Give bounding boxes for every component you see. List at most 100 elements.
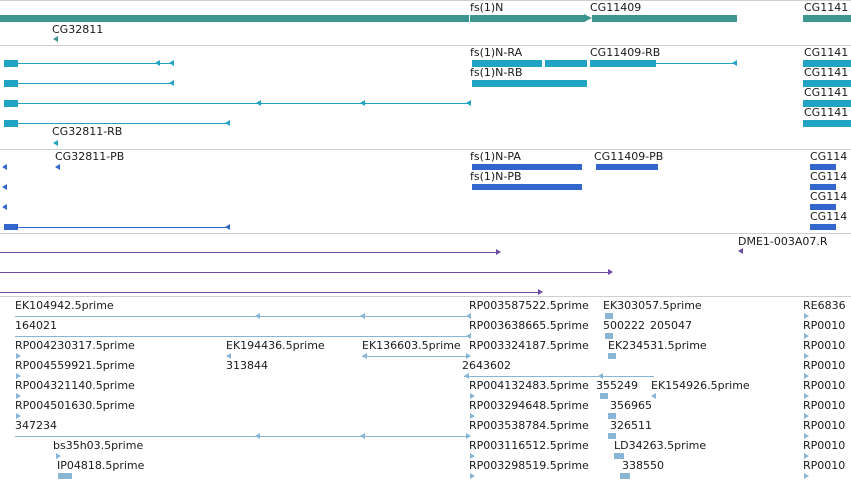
strand-arrow-icon <box>804 353 809 359</box>
strand-arrow-icon <box>804 433 809 439</box>
strand-arrow-icon <box>169 60 174 66</box>
est-alignment[interactable] <box>15 436 470 437</box>
exon <box>810 164 836 170</box>
strand-arrow-icon <box>804 333 809 339</box>
track-separator <box>0 0 851 1</box>
est-label: 313844 <box>226 359 268 372</box>
strand-arrow-icon <box>464 373 469 379</box>
est-label: RP0010 <box>803 319 846 332</box>
strand-arrow-icon <box>226 353 231 359</box>
strand-arrow-icon <box>360 313 365 319</box>
est-label: 326511 <box>610 419 652 432</box>
strand-arrow-icon <box>804 373 809 379</box>
strand-arrow-icon <box>584 14 592 22</box>
transcript-fs1n-rb[interactable] <box>472 80 587 87</box>
strand-arrow-icon <box>256 100 261 106</box>
strand-arrow-icon <box>466 100 471 106</box>
strand-arrow-icon <box>225 224 230 230</box>
strand-arrow-icon <box>169 80 174 86</box>
est-label: RP004230317.5prime <box>15 339 135 352</box>
est-label: EK136603.5prime <box>362 339 461 352</box>
strand-arrow-icon <box>804 453 809 459</box>
est-label: RP003638665.5prime <box>469 319 589 332</box>
strand-arrow-icon <box>56 453 61 459</box>
strand-arrow-icon <box>804 413 809 419</box>
est-block[interactable] <box>600 393 608 399</box>
est-alignment[interactable] <box>464 376 654 377</box>
cds-label: fs(1)N-PB <box>470 170 522 183</box>
est-block[interactable] <box>620 473 630 479</box>
est-track: EK104942.5prime RP003587522.5prime EK303… <box>0 296 851 481</box>
alignment-line[interactable] <box>0 252 496 253</box>
strand-arrow-icon <box>225 120 230 126</box>
mrna-label: CG32811-RB <box>52 125 123 138</box>
est-label: RP0010 <box>803 339 846 352</box>
mapping-label: DME1-003A07.R <box>738 235 828 248</box>
est-label: RP004321140.5prime <box>15 379 135 392</box>
strand-arrow-icon <box>362 353 367 359</box>
alignment-line[interactable] <box>0 272 608 273</box>
alignment-line[interactable] <box>0 292 538 293</box>
cds-fs1n-pb[interactable] <box>472 184 582 190</box>
est-label: 356965 <box>610 399 652 412</box>
strand-arrow-icon <box>255 313 260 319</box>
est-alignment[interactable] <box>15 336 470 337</box>
est-label: IP04818.5prime <box>57 459 145 472</box>
gene-feature-fs1n[interactable] <box>470 15 585 22</box>
est-block[interactable] <box>608 413 616 419</box>
mrna-label: CG1141 <box>804 66 849 79</box>
est-label: RP0010 <box>803 419 846 432</box>
intron-line <box>18 123 230 124</box>
cds-fs1n-pa[interactable] <box>472 164 582 170</box>
est-label: EK104942.5prime <box>15 299 114 312</box>
mrna-label: CG1141 <box>804 46 849 59</box>
est-block[interactable] <box>608 433 616 439</box>
intron-line <box>656 63 736 64</box>
est-label: RP0010 <box>803 359 846 372</box>
est-label: RP003324187.5prime <box>469 339 589 352</box>
mrna-label: CG1141 <box>804 106 849 119</box>
gene-feature-cg11409[interactable] <box>592 15 737 22</box>
cds-cg11409-pb[interactable] <box>596 164 658 170</box>
est-block[interactable] <box>58 473 72 479</box>
strand-arrow-icon <box>598 373 603 379</box>
transcript-fs1n-ra[interactable] <box>472 60 542 67</box>
track-separator <box>0 296 851 297</box>
est-label: RP003587522.5prime <box>469 299 589 312</box>
transcript-cg11409-rb[interactable] <box>590 60 656 67</box>
track-separator <box>0 233 851 234</box>
track-separator <box>0 45 851 46</box>
est-block[interactable] <box>608 353 616 359</box>
strand-arrow-icon <box>608 269 613 275</box>
est-alignment[interactable] <box>15 316 470 317</box>
exon <box>810 224 836 230</box>
est-label: EK303057.5prime <box>603 299 702 312</box>
strand-arrow-icon <box>53 140 58 146</box>
strand-arrow-icon <box>466 313 471 319</box>
est-label: EK234531.5prime <box>608 339 707 352</box>
strand-arrow-icon <box>470 393 475 399</box>
est-label: 164021 <box>15 319 57 332</box>
strand-arrow-icon <box>360 100 365 106</box>
est-label: RP003538784.5prime <box>469 419 589 432</box>
exon <box>4 120 18 127</box>
gene-feature-cg1141[interactable] <box>803 15 851 22</box>
strand-arrow-icon <box>651 393 656 399</box>
est-label: RP0010 <box>803 439 846 452</box>
est-alignment[interactable] <box>362 356 470 357</box>
est-block[interactable] <box>614 453 624 459</box>
mrna-label: CG1141 <box>804 86 849 99</box>
est-label: EK154926.5prime <box>651 379 750 392</box>
strand-arrow-icon <box>804 313 809 319</box>
track-separator <box>0 149 851 150</box>
intron-line <box>18 103 468 104</box>
strand-arrow-icon <box>466 333 471 339</box>
est-label: RE6836 <box>803 299 846 312</box>
est-block[interactable] <box>605 313 613 319</box>
strand-arrow-icon <box>470 473 475 479</box>
strand-arrow-icon <box>2 204 7 210</box>
est-label: RP003294648.5prime <box>469 399 589 412</box>
est-block[interactable] <box>605 333 613 339</box>
gene-feature-cg32811[interactable] <box>0 15 469 22</box>
